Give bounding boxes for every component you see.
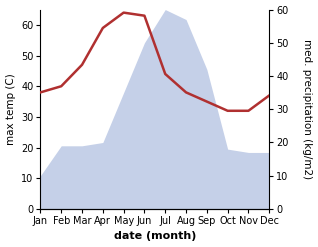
- Y-axis label: max temp (C): max temp (C): [5, 73, 16, 145]
- X-axis label: date (month): date (month): [114, 231, 196, 242]
- Y-axis label: med. precipitation (kg/m2): med. precipitation (kg/m2): [302, 39, 313, 179]
